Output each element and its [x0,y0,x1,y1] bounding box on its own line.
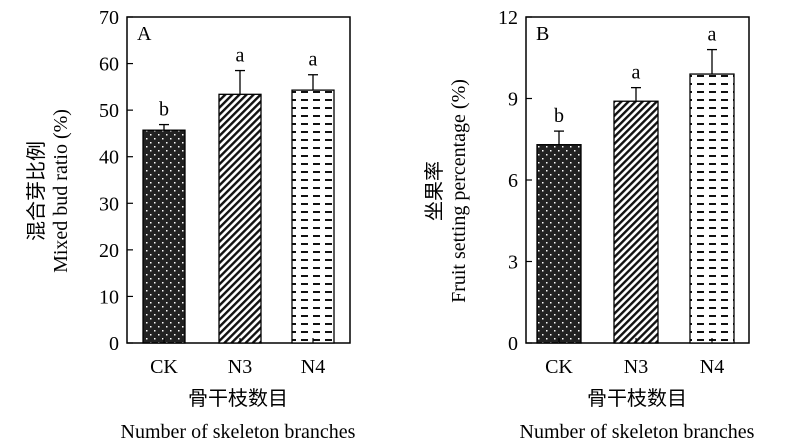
panel-a-plot: 0 10 20 30 40 50 60 70 b CK a N3 a N4 [99,7,351,378]
y-tick-label: 3 [508,252,518,274]
panel-a-label: A [137,23,152,45]
x-tick-label: CK [545,356,573,378]
x-tick-label: N4 [301,356,325,378]
y-tick-label: 50 [99,100,119,122]
y-tick-label: 9 [508,89,518,111]
y-tick-label: 40 [99,147,119,169]
significance-letter: a [309,49,318,71]
x-tick-label: N3 [624,356,648,378]
bar-n4 [291,89,335,344]
panel-b-ylabel-en: Fruit setting percentage (%) [448,79,470,303]
bar-ck [142,129,186,344]
y-tick-label: 20 [99,240,119,262]
panel-b-xlabel-en: Number of skeleton branches [520,421,755,443]
significance-letter: b [159,99,169,121]
y-tick-label: 60 [99,54,119,76]
panel-a-ylabel-en: Mixed bud ratio (%) [50,109,72,273]
panel-b-xlabel-cn: 骨干枝数目 [587,387,687,410]
significance-letter: b [554,105,564,127]
bar-n4 [689,73,735,344]
significance-letter: a [708,24,717,46]
y-tick-label: 10 [99,286,119,308]
y-tick-label: 6 [508,170,518,192]
y-tick-label: 70 [99,7,119,29]
y-tick-label: 0 [109,333,119,355]
x-tick-label: N4 [700,356,724,378]
panel-a-xlabel-cn: 骨干枝数目 [188,387,288,410]
significance-letter: a [632,62,641,84]
bar-ck [536,144,582,344]
bar-n3 [218,93,262,344]
panel-b-plot: 0 3 6 9 12 b CK a N3 a N4 [498,7,750,378]
x-tick-label: CK [150,356,178,378]
significance-letter: a [236,45,245,67]
y-tick-label: 12 [498,7,518,29]
panel-b: 0 3 6 9 12 b CK a N3 a N4 B Fruit setting percenta… [423,7,755,443]
panel-a: 0 10 20 30 40 50 60 70 b CK a N3 a N4 A Mixed bud rat… [25,7,356,443]
y-tick-label: 0 [508,333,518,355]
panel-b-label: B [536,23,549,45]
panel-a-ylabel-cn: 混合芽比例 [25,141,48,241]
y-tick-label: 30 [99,193,119,215]
panel-b-ylabel-cn: 坐果率 [423,161,446,221]
x-tick-label: N3 [228,356,252,378]
panel-a-xlabel-en: Number of skeleton branches [121,421,356,443]
bar-n3 [613,100,659,344]
